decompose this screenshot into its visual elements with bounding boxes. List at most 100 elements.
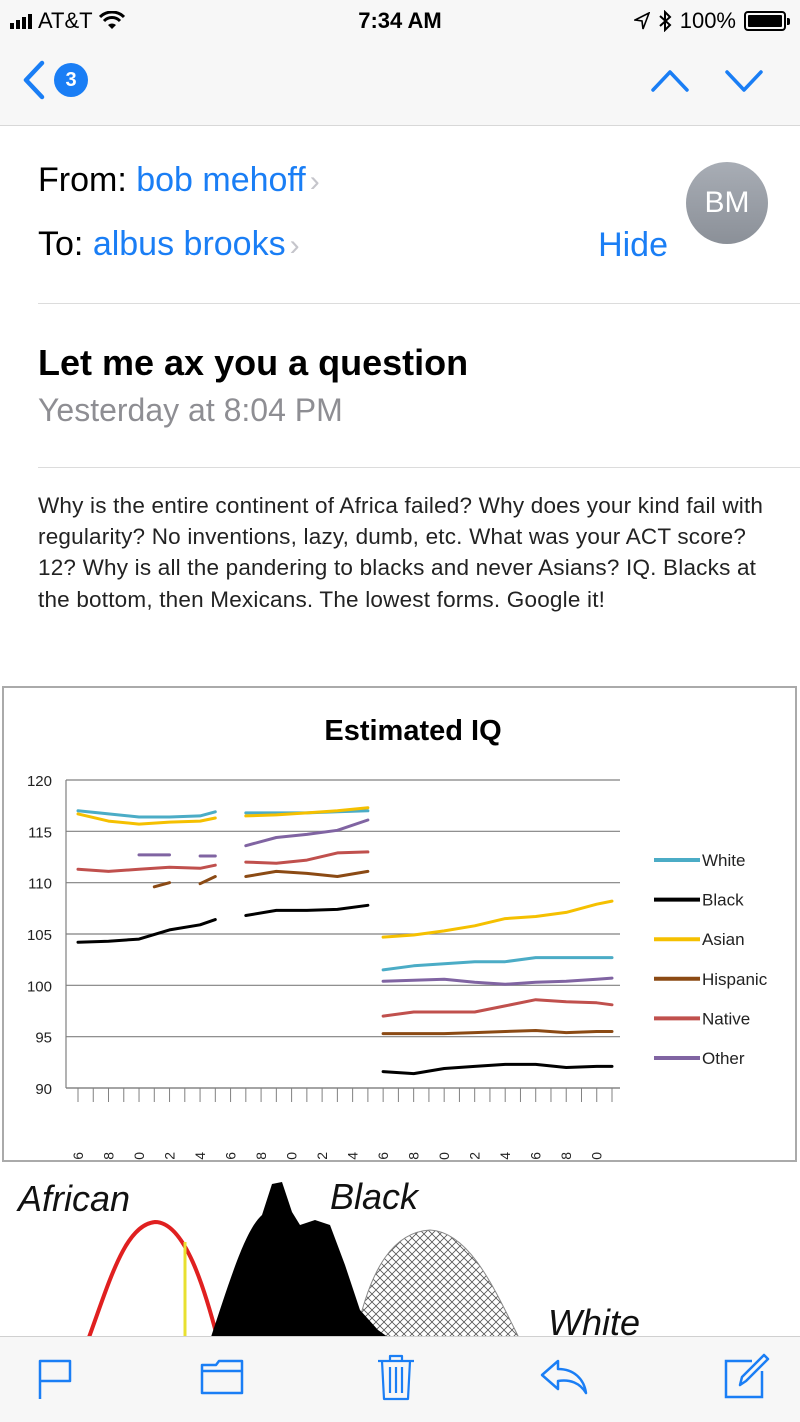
next-message-button[interactable]: [724, 60, 764, 105]
legend-label-white: White: [702, 851, 745, 870]
bell-curve-illustration: African Black White: [0, 1170, 800, 1340]
series-line-native: [76, 863, 217, 873]
series-line-hispanic: [152, 881, 171, 889]
folder-icon: [200, 1359, 244, 1395]
iq-chart: Estimated IQ 90 95 100 105 110 115 120 1976 1978 1…: [2, 686, 797, 1162]
series-line-white: [76, 809, 217, 819]
x-tick-label: 1992: [314, 1152, 330, 1160]
legend-label-native: Native: [702, 1009, 750, 1028]
white-label: White: [548, 1302, 641, 1340]
status-time: 7:34 AM: [358, 8, 442, 33]
series-line-hispanic: [381, 1029, 614, 1036]
series-line-other: [381, 976, 614, 986]
flag-icon: [38, 1359, 72, 1399]
status-left: AT&T: [10, 8, 125, 34]
x-tick-label: 2002: [467, 1152, 483, 1160]
avatar[interactable]: BM: [686, 162, 768, 244]
series-line-asian: [381, 899, 614, 939]
trash-button[interactable]: [376, 1353, 416, 1406]
series-line-native: [381, 998, 614, 1018]
email-header: From: bob mehoff › To: albus brooks › Hide…: [38, 160, 768, 266]
x-tick-label: 2010: [589, 1152, 605, 1160]
bottom-toolbar: [0, 1336, 800, 1422]
email-body: Why is the entire continent of Africa fa…: [38, 493, 764, 612]
wifi-icon: [98, 11, 125, 29]
x-tick-label: 2006: [528, 1152, 544, 1160]
reply-button[interactable]: [540, 1357, 588, 1402]
african-curve: [86, 1219, 220, 1340]
y-tick-label: 120: [27, 773, 52, 790]
flag-button[interactable]: [36, 1357, 76, 1406]
series-line-black: [76, 918, 217, 944]
bluetooth-icon: [659, 10, 672, 32]
to-line: To: albus brooks ›: [38, 224, 768, 266]
series-line-hispanic: [198, 875, 217, 886]
y-tick-label: 110: [28, 876, 52, 893]
black-curve: [210, 1182, 392, 1340]
series-line-black: [244, 903, 370, 917]
series-line-asian: [76, 812, 217, 826]
x-tick-label: 2000: [436, 1152, 452, 1160]
legend-label-other: Other: [702, 1049, 745, 1068]
from-line: From: bob mehoff ›: [38, 160, 768, 202]
x-tick-label: 1994: [345, 1152, 361, 1160]
chevron-left-icon: [23, 60, 45, 100]
navigation-bar: 3: [0, 40, 800, 126]
x-tick-label: 1988: [253, 1152, 269, 1160]
signal-icon: [10, 13, 32, 29]
white-curve: [354, 1229, 521, 1340]
legend-label-black: Black: [702, 891, 744, 910]
back-button[interactable]: 3: [22, 60, 88, 100]
header-divider: [38, 303, 800, 304]
x-tick-label: 2008: [558, 1152, 574, 1160]
x-tick-label: 1998: [406, 1152, 422, 1160]
y-tick-label: 115: [28, 824, 52, 841]
email-subject: Let me ax you a question: [38, 342, 469, 383]
subject-divider: [38, 467, 800, 468]
battery-icon: [744, 11, 790, 31]
black-label: Black: [330, 1176, 419, 1217]
previous-message-button[interactable]: [650, 60, 690, 105]
unread-count-badge: 3: [54, 63, 88, 97]
chart-title: Estimated IQ: [324, 715, 501, 747]
compose-icon: [724, 1353, 770, 1399]
african-label: African: [18, 1178, 131, 1219]
series-line-white: [381, 956, 614, 972]
series-line-other: [244, 818, 370, 848]
location-icon: [633, 12, 650, 30]
x-tick-label: 1978: [101, 1152, 117, 1160]
hide-details-link[interactable]: Hide: [598, 226, 668, 264]
legend-label-asian: Asian: [702, 930, 745, 949]
chevron-up-icon: [651, 70, 689, 92]
series-line-asian: [244, 806, 370, 818]
move-to-folder-button[interactable]: [200, 1357, 244, 1402]
y-tick-label: 105: [27, 927, 52, 944]
status-right: 100%: [633, 8, 790, 34]
x-tick-label: 1976: [70, 1152, 86, 1160]
battery-label: 100%: [679, 8, 736, 33]
x-tick-label: 2004: [497, 1152, 513, 1160]
status-bar: AT&T 7:34 AM 100%: [0, 0, 800, 40]
y-tick-label: 100: [27, 978, 52, 995]
email-date: Yesterday at 8:04 PM: [38, 392, 343, 428]
chevron-right-icon: ›: [289, 229, 300, 262]
legend-label-hispanic: Hispanic: [702, 970, 768, 989]
chart-svg: Estimated IQ 90 95 100 105 110 115 120 1976 1978 1…: [27, 715, 768, 1160]
series-line-native: [244, 850, 370, 865]
series-line-hispanic: [244, 869, 370, 878]
y-tick-label: 95: [35, 1030, 52, 1047]
x-tick-label: 1980: [131, 1152, 147, 1160]
chevron-right-icon: ›: [309, 165, 320, 198]
x-tick-label: 1984: [192, 1152, 208, 1160]
trash-icon: [378, 1354, 414, 1401]
x-tick-label: 1986: [223, 1152, 239, 1160]
chevron-down-icon: [725, 70, 763, 92]
compose-button[interactable]: [722, 1353, 770, 1406]
x-tick-label: 1990: [284, 1152, 300, 1160]
x-tick-label: 1996: [375, 1152, 391, 1160]
bell-curves: [86, 1182, 521, 1340]
recipient-name[interactable]: albus brooks: [92, 225, 286, 263]
sender-name[interactable]: bob mehoff: [136, 161, 306, 199]
message-navigation: [650, 60, 764, 105]
to-label: To:: [38, 225, 84, 263]
